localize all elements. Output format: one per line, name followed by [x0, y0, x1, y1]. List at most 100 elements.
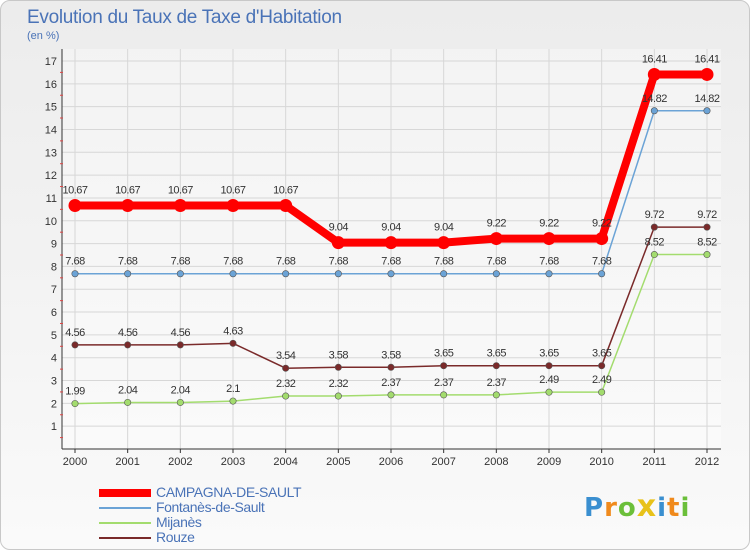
- data-label: 10.67: [115, 184, 140, 196]
- logo-letter: r: [604, 493, 618, 523]
- y-tick-label: 5: [51, 330, 57, 342]
- data-label: 2.04: [171, 384, 191, 396]
- x-tick-label: 2002: [168, 456, 192, 468]
- legend-label: CAMPAGNA-DE-SAULT: [156, 484, 302, 500]
- legend-swatch: [99, 507, 151, 509]
- data-point: [703, 107, 711, 115]
- data-point: [650, 251, 658, 259]
- data-label: 2.04: [118, 384, 138, 396]
- data-point: [545, 270, 553, 278]
- data-label: 16.41: [694, 53, 719, 65]
- y-tick-label: 11: [46, 193, 57, 205]
- data-label: 7.68: [487, 256, 507, 268]
- data-point: [124, 270, 132, 278]
- y-tick-label: 9: [51, 239, 57, 251]
- data-label: 10.67: [62, 184, 87, 196]
- logo-letter: i: [680, 493, 691, 523]
- data-point: [124, 341, 132, 349]
- x-tick-label: 2000: [63, 456, 87, 468]
- data-label: 4.56: [118, 327, 138, 339]
- data-point: [71, 341, 79, 349]
- data-point: [176, 398, 184, 406]
- data-label: 4.56: [171, 327, 191, 339]
- y-tick-label: 2: [51, 398, 57, 410]
- data-point: [489, 232, 503, 246]
- data-point: [595, 232, 609, 246]
- y-tick-label: 10: [45, 216, 57, 228]
- data-point: [331, 236, 345, 250]
- data-label: 3.65: [487, 348, 507, 360]
- data-point: [598, 388, 606, 396]
- data-label: 9.04: [434, 222, 454, 234]
- data-point: [598, 362, 606, 370]
- data-point: [229, 270, 237, 278]
- data-point: [387, 391, 395, 399]
- legend-label: Mijanès: [156, 514, 202, 530]
- data-label: 3.54: [276, 350, 296, 362]
- data-label: 7.68: [539, 256, 559, 268]
- data-point: [121, 198, 135, 212]
- legend-label: Fontanès-de-Sault: [156, 499, 265, 515]
- data-point: [71, 400, 79, 408]
- data-point: [71, 270, 79, 278]
- data-label: 10.67: [220, 184, 245, 196]
- data-point: [279, 198, 293, 212]
- data-label: 2.1: [226, 383, 240, 395]
- chart-title: Evolution du Taux de Taxe d'Habitation: [27, 7, 342, 28]
- y-tick-label: 13: [45, 147, 57, 159]
- data-label: 8.52: [645, 237, 665, 249]
- data-label: 2.37: [434, 377, 454, 389]
- x-tick-label: 2010: [589, 456, 613, 468]
- data-point: [384, 236, 398, 250]
- data-label: 3.65: [434, 348, 454, 360]
- x-tick-label: 2008: [484, 456, 508, 468]
- data-label: 10.67: [168, 184, 193, 196]
- data-point: [703, 223, 711, 231]
- y-tick-label: 4: [51, 353, 57, 365]
- data-point: [545, 362, 553, 370]
- data-point: [440, 362, 448, 370]
- data-label: 9.72: [645, 209, 665, 221]
- data-point: [282, 392, 290, 400]
- y-tick-label: 6: [51, 307, 57, 319]
- legend-swatch: [99, 537, 151, 539]
- data-label: 8.52: [697, 237, 717, 249]
- logo-letter: x: [636, 489, 658, 524]
- data-point: [282, 270, 290, 278]
- data-point: [173, 198, 187, 212]
- data-label: 10.67: [273, 184, 298, 196]
- data-label: 3.58: [381, 349, 401, 361]
- data-point: [226, 198, 240, 212]
- data-point: [703, 251, 711, 259]
- data-label: 2.37: [487, 377, 507, 389]
- x-tick-label: 2012: [695, 456, 719, 468]
- data-label: 4.56: [65, 327, 85, 339]
- data-label: 9.22: [487, 218, 507, 230]
- legend-swatch: [99, 489, 151, 497]
- data-point: [229, 339, 237, 347]
- data-point: [176, 341, 184, 349]
- data-point: [545, 388, 553, 396]
- y-tick-label: 14: [45, 124, 57, 136]
- data-point: [542, 232, 556, 246]
- data-label: 7.68: [223, 256, 243, 268]
- y-tick-label: 17: [45, 56, 57, 68]
- data-point: [334, 363, 342, 371]
- data-point: [334, 392, 342, 400]
- data-label: 9.04: [381, 222, 401, 234]
- data-point: [440, 270, 448, 278]
- x-tick-label: 2005: [326, 456, 350, 468]
- x-tick-label: 2009: [537, 456, 561, 468]
- logo-letter: o: [617, 493, 637, 523]
- data-point: [492, 362, 500, 370]
- data-label: 3.58: [329, 349, 349, 361]
- data-point: [68, 198, 82, 212]
- data-label: 14.82: [642, 93, 667, 105]
- data-label: 7.68: [276, 256, 296, 268]
- data-label: 7.68: [592, 256, 612, 268]
- data-label: 7.68: [65, 256, 85, 268]
- logo-letter: P: [584, 493, 605, 523]
- data-point: [650, 107, 658, 115]
- proxiti-logo: Proxiti: [584, 489, 690, 524]
